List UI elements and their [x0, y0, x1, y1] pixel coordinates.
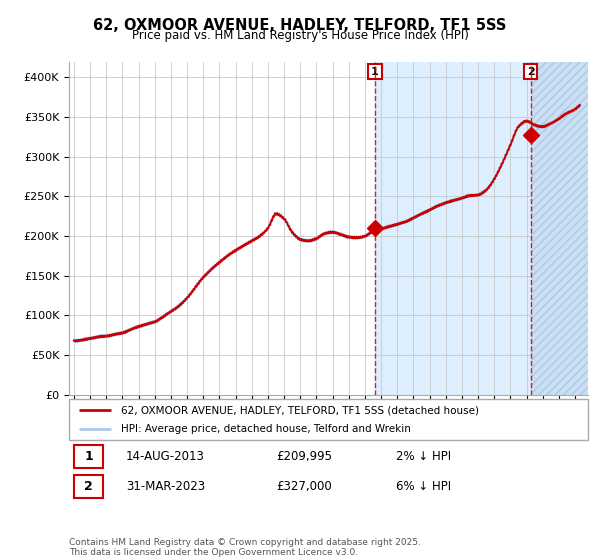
Text: HPI: Average price, detached house, Telford and Wrekin: HPI: Average price, detached house, Telf… — [121, 424, 411, 433]
Text: 14-AUG-2013: 14-AUG-2013 — [126, 450, 205, 463]
FancyBboxPatch shape — [69, 399, 588, 440]
Text: Contains HM Land Registry data © Crown copyright and database right 2025.
This d: Contains HM Land Registry data © Crown c… — [69, 538, 421, 557]
Text: 6% ↓ HPI: 6% ↓ HPI — [396, 480, 451, 493]
Text: £209,995: £209,995 — [277, 450, 332, 463]
Text: 2: 2 — [527, 67, 535, 77]
Text: 1: 1 — [371, 67, 379, 77]
Text: Price paid vs. HM Land Registry's House Price Index (HPI): Price paid vs. HM Land Registry's House … — [131, 29, 469, 42]
FancyBboxPatch shape — [74, 445, 103, 468]
Text: 2% ↓ HPI: 2% ↓ HPI — [396, 450, 451, 463]
Text: 1: 1 — [84, 450, 93, 463]
Bar — [375, 62, 588, 395]
Text: 62, OXMOOR AVENUE, HADLEY, TELFORD, TF1 5SS (detached house): 62, OXMOOR AVENUE, HADLEY, TELFORD, TF1 … — [121, 405, 479, 415]
Text: 62, OXMOOR AVENUE, HADLEY, TELFORD, TF1 5SS: 62, OXMOOR AVENUE, HADLEY, TELFORD, TF1 … — [94, 18, 506, 33]
Text: 2: 2 — [84, 480, 93, 493]
Bar — [530, 62, 588, 395]
Text: £327,000: £327,000 — [277, 480, 332, 493]
FancyBboxPatch shape — [74, 475, 103, 498]
Text: 31-MAR-2023: 31-MAR-2023 — [126, 480, 205, 493]
